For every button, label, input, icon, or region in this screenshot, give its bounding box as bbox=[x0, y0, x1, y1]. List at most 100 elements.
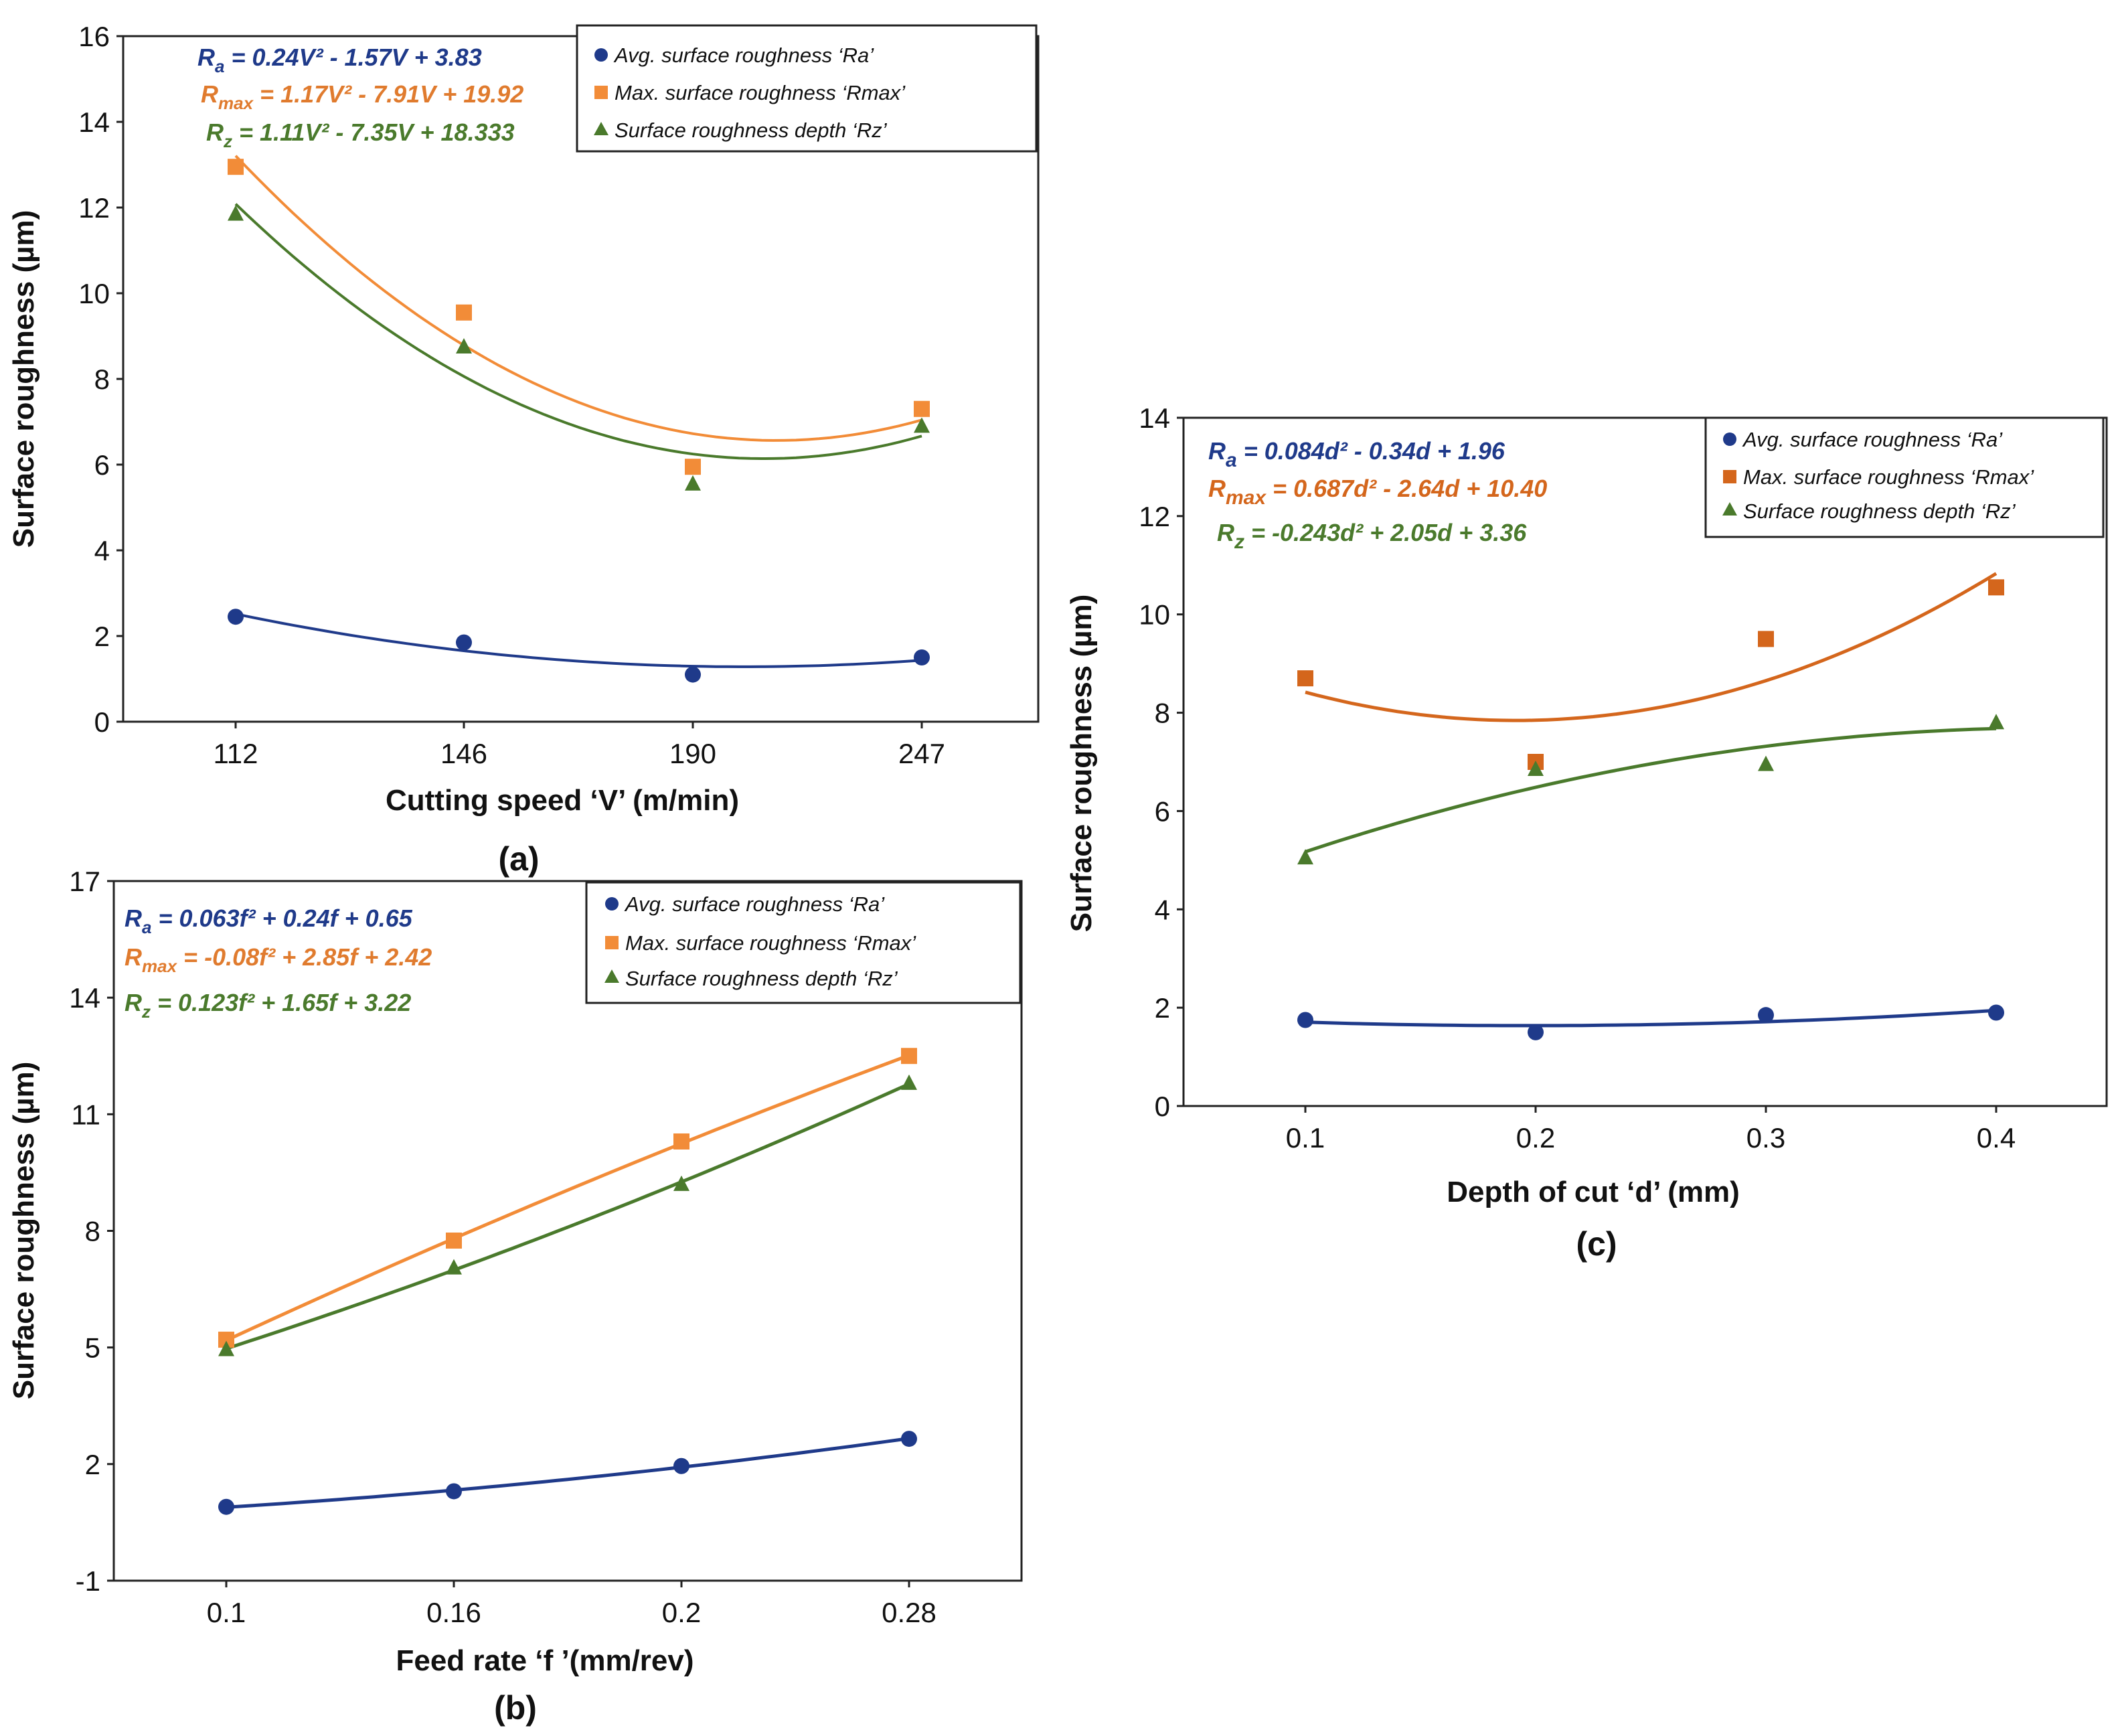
equation-rz: Rz = 1.11V² - 7.35V + 18.333 bbox=[206, 119, 515, 151]
y-tick-label: 8 bbox=[94, 364, 110, 395]
equation-rz: Rz = -0.243d² + 2.05d + 3.36 bbox=[1217, 519, 1527, 553]
legend-marker-rz bbox=[594, 122, 608, 135]
y-tick-label: 2 bbox=[85, 1449, 100, 1480]
legend-marker-rz bbox=[604, 969, 619, 983]
x-tick-label: 112 bbox=[214, 738, 258, 769]
y-tick-label: 14 bbox=[69, 982, 100, 1014]
equations: Ra = 0.063f² + 0.24f + 0.65 Rmax = -0.08… bbox=[125, 904, 432, 1022]
y-tick-label: 6 bbox=[94, 449, 110, 481]
data-point-circle bbox=[685, 666, 701, 683]
legend-marker-rz bbox=[1722, 502, 1737, 516]
legend-label-ra: Avg. surface roughness ‘Ra’ bbox=[624, 892, 885, 916]
data-point-triangle bbox=[228, 205, 244, 221]
data-point-triangle bbox=[1758, 755, 1774, 771]
y-axis-title: Surface roughness (µm) bbox=[7, 210, 40, 548]
legend-marker-rmax bbox=[605, 936, 619, 949]
y-tick-label: 11 bbox=[71, 1099, 100, 1130]
data-point-triangle bbox=[1988, 714, 2004, 730]
data-point-circle bbox=[673, 1457, 689, 1474]
legend-marker-rmax bbox=[1723, 470, 1736, 483]
equation-ra: Ra = 0.063f² + 0.24f + 0.65 bbox=[125, 904, 413, 937]
equation-rmax: Rmax = 1.17V² - 7.91V + 19.92 bbox=[201, 80, 523, 113]
legend: Avg. surface roughness ‘Ra’ Max. surface… bbox=[585, 881, 1022, 1004]
fit-curve bbox=[234, 203, 922, 461]
x-ticks: 0.1 0.16 0.2 0.28 bbox=[207, 1581, 936, 1628]
y-tick-label: 14 bbox=[1139, 402, 1170, 434]
legend-marker-rmax bbox=[594, 86, 608, 99]
panel-label: (c) bbox=[1576, 1225, 1617, 1263]
fit-curves bbox=[225, 1053, 910, 1509]
y-axis-title: Surface roughness (µm) bbox=[1065, 595, 1098, 933]
legend-marker-ra bbox=[594, 48, 608, 62]
x-tick-label: 0.1 bbox=[1286, 1122, 1325, 1154]
y-tick-label: 12 bbox=[78, 192, 110, 224]
y-tick-label: 2 bbox=[1155, 992, 1170, 1024]
legend-box bbox=[576, 24, 1038, 153]
legend-label-ra: Avg. surface roughness ‘Ra’ bbox=[1742, 428, 2003, 451]
y-tick-label: 12 bbox=[1139, 501, 1170, 532]
data-point-square bbox=[456, 304, 472, 321]
x-axis-title: Feed rate ‘f ’(mm/rev) bbox=[396, 1644, 694, 1677]
data-point-triangle bbox=[456, 338, 472, 353]
x-tick-label: 146 bbox=[440, 738, 487, 769]
y-ticks: -1 2 5 8 11 14 17 bbox=[69, 866, 114, 1597]
y-tick-label: 0 bbox=[1155, 1091, 1170, 1122]
data-point-triangle bbox=[673, 1175, 689, 1191]
y-tick-label: 10 bbox=[78, 278, 110, 309]
legend-box bbox=[585, 881, 1022, 1004]
data-point-square bbox=[1988, 579, 2004, 596]
y-tick-label: 4 bbox=[94, 535, 110, 566]
legend-box bbox=[1704, 416, 2105, 538]
y-tick-label: 4 bbox=[1155, 894, 1170, 925]
legend-marker-ra bbox=[1723, 432, 1736, 446]
y-axis-title: Surface roughness (µm) bbox=[7, 1062, 40, 1400]
fit-curves bbox=[234, 155, 922, 668]
y-tick-label: 8 bbox=[85, 1216, 100, 1247]
data-point-square bbox=[673, 1133, 689, 1150]
data-point-triangle bbox=[1297, 849, 1313, 865]
y-tick-label: 8 bbox=[1155, 698, 1170, 729]
x-axis-title: Cutting speed ‘V’ (m/min) bbox=[386, 784, 739, 817]
x-tick-label: 0.2 bbox=[1516, 1122, 1555, 1154]
y-tick-label: 10 bbox=[1139, 599, 1170, 631]
legend-label-rz: Surface roughness depth ‘Rz’ bbox=[615, 119, 888, 142]
x-tick-label: 0.16 bbox=[426, 1597, 481, 1628]
data-markers bbox=[228, 159, 930, 683]
y-tick-label: 6 bbox=[1155, 795, 1170, 827]
data-markers bbox=[1297, 579, 2004, 1040]
x-tick-label: 190 bbox=[669, 738, 716, 769]
data-point-circle bbox=[914, 649, 930, 665]
equation-ra: Ra = 0.084d² - 0.34d + 1.96 bbox=[1208, 437, 1505, 471]
y-ticks: 0 2 4 6 8 10 12 14 16 bbox=[78, 21, 123, 738]
data-point-circle bbox=[1297, 1012, 1313, 1028]
legend: Avg. surface roughness ‘Ra’ Max. surface… bbox=[1704, 416, 2105, 538]
data-point-circle bbox=[901, 1431, 917, 1447]
x-ticks: 0.1 0.2 0.3 0.4 bbox=[1286, 1106, 2016, 1154]
y-tick-label: 17 bbox=[69, 866, 100, 897]
equation-rmax: Rmax = 0.687d² - 2.64d + 10.40 bbox=[1208, 475, 1547, 509]
data-point-square bbox=[1297, 670, 1313, 687]
equations: Ra = 0.24V² - 1.57V + 3.83 Rmax = 1.17V²… bbox=[197, 44, 523, 151]
x-tick-label: 0.2 bbox=[662, 1597, 701, 1628]
equation-ra: Ra = 0.24V² - 1.57V + 3.83 bbox=[197, 44, 482, 76]
data-point-square bbox=[446, 1233, 462, 1249]
fit-curve bbox=[225, 1053, 910, 1342]
y-tick-label: 2 bbox=[94, 621, 110, 652]
fit-curve bbox=[234, 155, 922, 442]
data-point-circle bbox=[1988, 1004, 2004, 1021]
y-tick-label: 14 bbox=[78, 106, 110, 138]
x-tick-label: 0.4 bbox=[1977, 1122, 2016, 1154]
x-tick-label: 247 bbox=[898, 738, 945, 769]
data-point-triangle bbox=[685, 475, 701, 491]
data-point-square bbox=[901, 1048, 917, 1064]
data-point-circle bbox=[218, 1498, 234, 1515]
data-markers bbox=[218, 1048, 917, 1515]
panel-label: (b) bbox=[494, 1689, 537, 1727]
data-point-circle bbox=[446, 1483, 462, 1500]
data-point-circle bbox=[1528, 1024, 1544, 1040]
x-axis-title: Depth of cut ‘d’ (mm) bbox=[1447, 1176, 1740, 1208]
legend-label-rmax: Max. surface roughness ‘Rmax’ bbox=[625, 931, 916, 955]
y-ticks: 0 2 4 6 8 10 12 14 bbox=[1139, 402, 1184, 1122]
fit-curve bbox=[226, 1082, 910, 1350]
x-tick-label: 0.28 bbox=[882, 1597, 936, 1628]
